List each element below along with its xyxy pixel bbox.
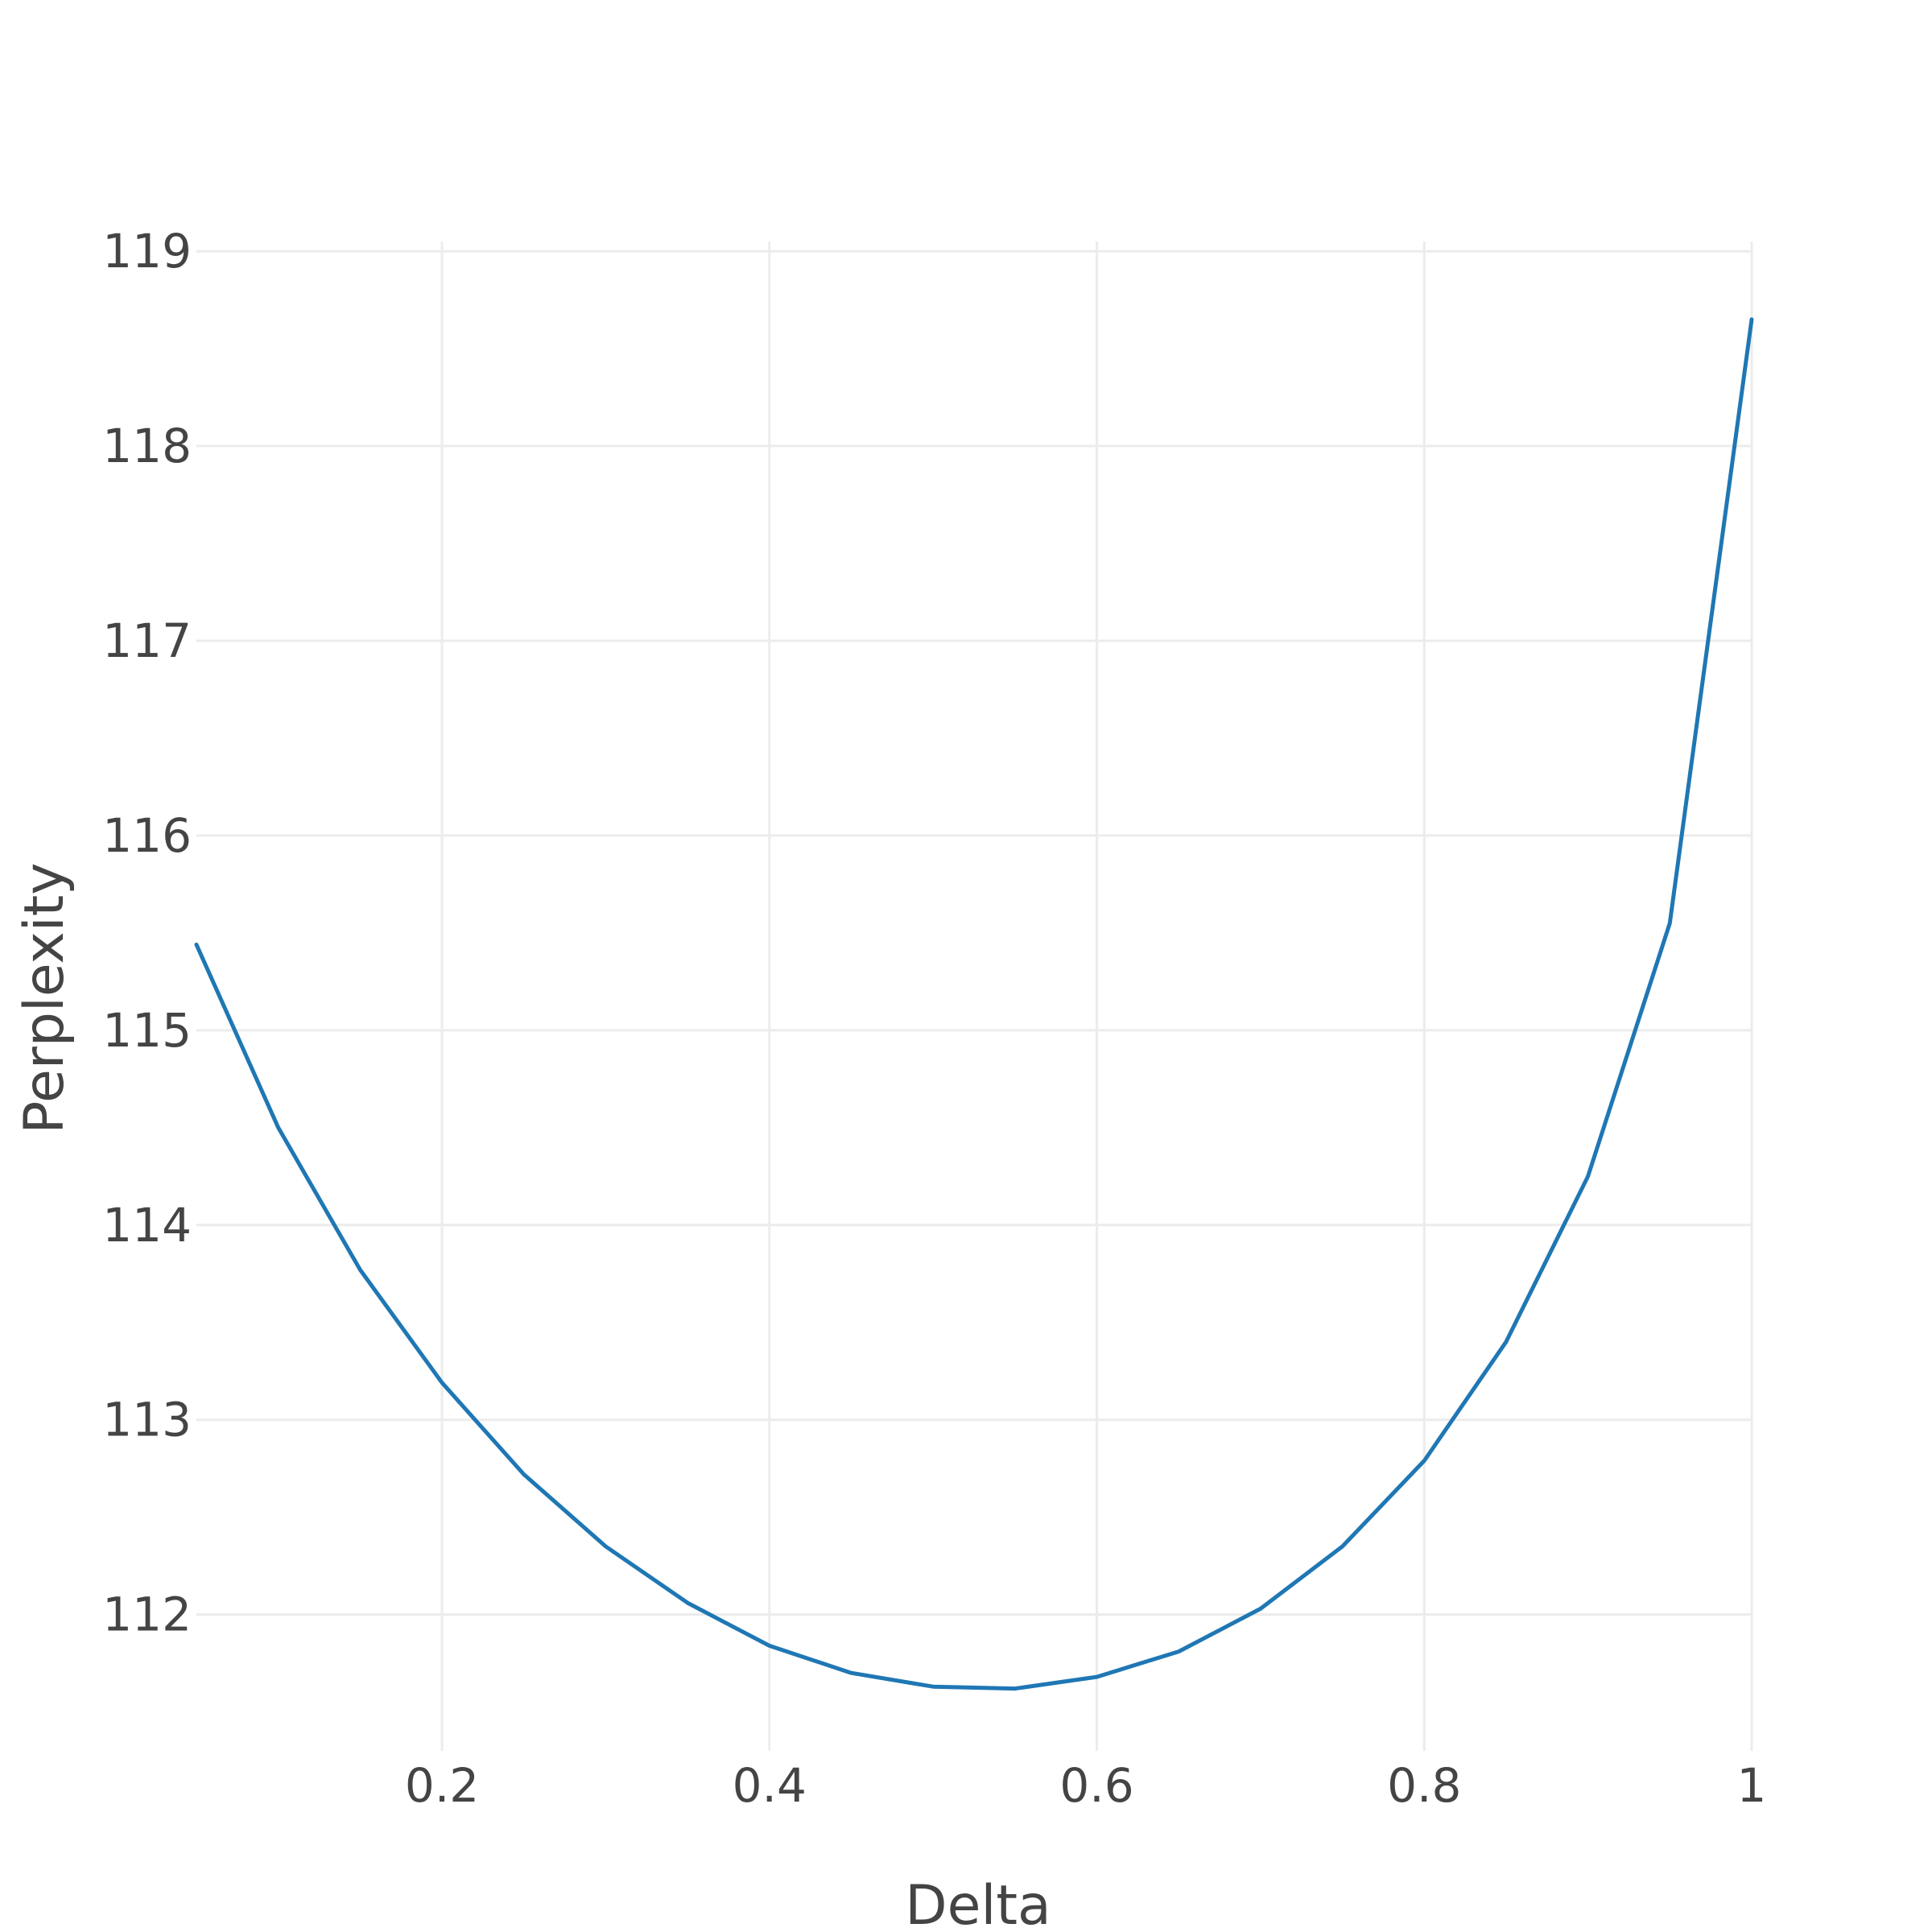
x-tick-label: 0.6 xyxy=(1059,1758,1133,1813)
x-axis-title: Delta xyxy=(905,1874,1051,1932)
y-gridlines xyxy=(196,250,1752,1616)
x-tick-label: 1 xyxy=(1737,1758,1767,1813)
y-tick-label: 116 xyxy=(102,808,192,863)
series-line xyxy=(194,317,1754,1691)
y-tick-label: 115 xyxy=(102,1003,192,1058)
y-tick-label: 119 xyxy=(102,224,192,279)
x-gridlines xyxy=(440,242,1753,1751)
x-tick-label: 0.8 xyxy=(1387,1758,1461,1813)
y-axis-title: Perplexity xyxy=(13,862,76,1133)
x-tick-label: 0.4 xyxy=(733,1758,807,1813)
y-tick-labels: 112 113 114 115 116 117 118 119 xyxy=(102,224,192,1642)
y-tick-label: 118 xyxy=(102,419,192,473)
x-tick-labels: 0.2 0.4 0.6 0.8 1 xyxy=(405,1758,1767,1813)
y-tick-label: 114 xyxy=(102,1198,192,1253)
y-tick-label: 113 xyxy=(102,1393,192,1447)
series-layer xyxy=(194,317,1754,1691)
x-tick-label: 0.2 xyxy=(405,1758,479,1813)
y-tick-label: 112 xyxy=(102,1587,192,1642)
y-tick-label: 117 xyxy=(102,613,192,668)
